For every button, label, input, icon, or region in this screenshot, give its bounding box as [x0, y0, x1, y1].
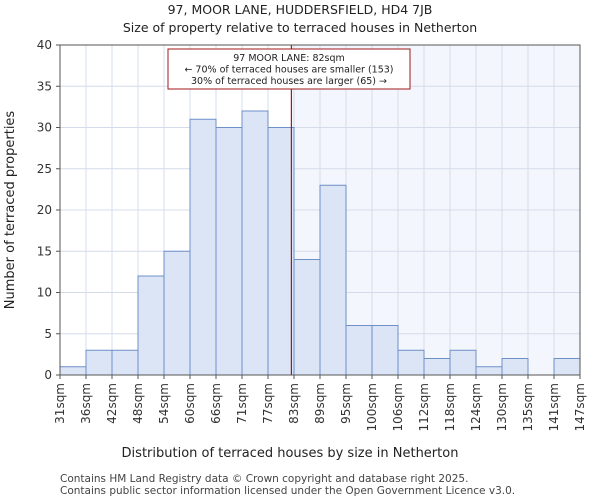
y-tick-label: 20 [37, 203, 52, 217]
y-tick-label: 0 [44, 368, 52, 382]
x-tick-label: 36sqm [79, 383, 93, 424]
x-tick-label: 42sqm [105, 383, 119, 424]
histogram-bar [475, 366, 503, 376]
histogram-bar [319, 184, 347, 376]
histogram-bar [397, 349, 425, 376]
histogram-bar [59, 366, 87, 376]
footer-line-1: Contains HM Land Registry data © Crown c… [60, 473, 468, 485]
footer-line-2: Contains public sector information licen… [60, 485, 515, 497]
chart-title: 97, MOOR LANE, HUDDERSFIELD, HD4 7JB [168, 2, 433, 17]
x-tick-label: 130sqm [495, 383, 509, 431]
histogram-bar [449, 349, 477, 376]
y-tick-label: 10 [37, 286, 52, 300]
annotation-box [167, 48, 411, 90]
x-tick-label: 54sqm [157, 383, 171, 424]
x-tick-label: 147sqm [573, 383, 587, 431]
x-tick-label: 60sqm [183, 383, 197, 424]
y-tick-label: 35 [37, 79, 52, 93]
chart-subtitle: Size of property relative to terraced ho… [123, 20, 477, 35]
x-tick-label: 95sqm [339, 383, 353, 424]
x-tick-label: 124sqm [469, 383, 483, 431]
histogram-bar [553, 358, 581, 376]
y-axis-label: Number of terraced properties [3, 111, 18, 310]
x-tick-label: 106sqm [391, 383, 405, 431]
x-tick-label: 100sqm [365, 383, 379, 431]
x-tick-label: 135sqm [521, 383, 535, 431]
histogram-bar [267, 127, 295, 376]
histogram-bar [137, 275, 165, 376]
x-tick-label: 31sqm [53, 383, 67, 424]
x-tick-label: 77sqm [261, 383, 275, 424]
histogram-bar [111, 349, 139, 376]
annotation-line-2: ← 70% of terraced houses are smaller (15… [184, 65, 393, 76]
histogram-bar [371, 325, 399, 376]
histogram-bar [293, 259, 321, 376]
y-tick-label: 15 [37, 244, 52, 258]
histogram-bar [501, 358, 529, 376]
histogram-bar [241, 110, 269, 376]
annotation-line-3: 30% of terraced houses are larger (65) → [191, 76, 387, 87]
y-tick-label: 5 [44, 327, 52, 341]
y-tick-label: 25 [37, 162, 52, 176]
x-tick-label: 118sqm [443, 383, 457, 431]
x-tick-label: 66sqm [209, 383, 223, 424]
annotation-line-1: 97 MOOR LANE: 82sqm [233, 53, 345, 64]
x-tick-label: 83sqm [287, 383, 301, 424]
x-tick-label: 89sqm [313, 383, 327, 424]
x-axis-label: Distribution of terraced houses by size … [122, 446, 459, 461]
histogram-bar [345, 325, 373, 376]
y-tick-label: 40 [37, 38, 52, 52]
x-tick-label: 48sqm [131, 383, 145, 424]
histogram-bar [85, 349, 113, 376]
y-tick-label: 30 [37, 121, 52, 135]
x-tick-label: 141sqm [547, 383, 561, 431]
histogram-bar [215, 127, 243, 376]
histogram-bar [423, 358, 451, 376]
histogram-bar [189, 118, 217, 376]
x-tick-label: 112sqm [417, 383, 431, 431]
x-tick-label: 71sqm [235, 383, 249, 424]
histogram-bar [163, 250, 191, 376]
